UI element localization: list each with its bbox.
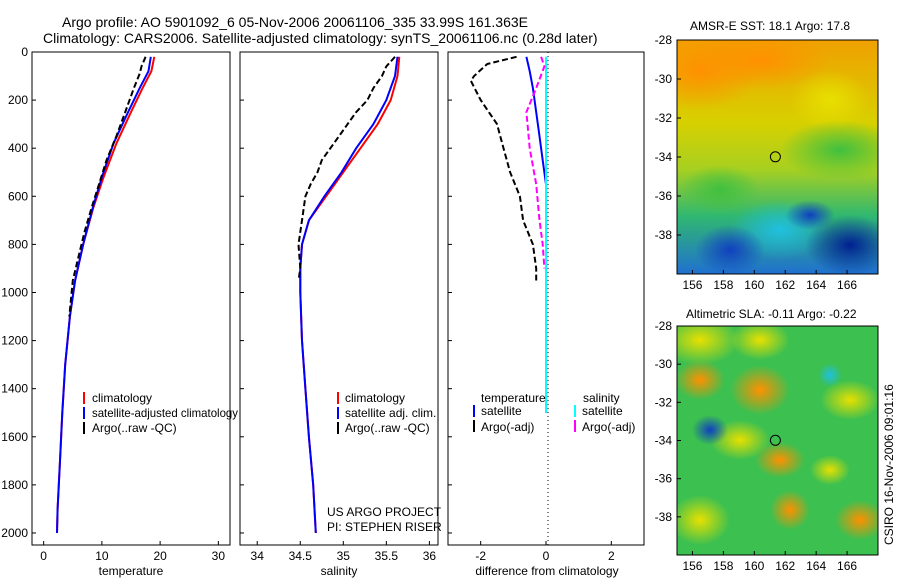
series-line-climatology <box>56 56 156 534</box>
legend-label-climatology: climatology <box>345 391 405 405</box>
series-line-argo-raw-qc- <box>68 56 147 317</box>
series-line-salinity-argo-adj- <box>525 56 546 269</box>
map-x-tick-label: 160 <box>744 278 764 292</box>
map-x-tick-label: 156 <box>682 559 702 573</box>
map-y-tick-label: -30 <box>655 72 673 86</box>
temperature-series <box>56 56 156 534</box>
project-label: US ARGO PROJECT <box>327 505 442 519</box>
temperature-legend: climatology satellite-adjusted climatolo… <box>83 391 238 435</box>
legend-label-climatology: climatology <box>92 391 152 405</box>
sst-profile-marker <box>769 151 781 163</box>
map-x-tick-label: 158 <box>713 278 733 292</box>
legend-header-salinity: salinity <box>583 391 620 405</box>
sst-map-axes: 156 158 160 162 164 166 -28 -30 -32 -34 -36 -38 <box>655 33 858 292</box>
legend-label-satellite: satellite-adjusted climatology <box>92 406 238 420</box>
temperature-panel <box>31 51 231 546</box>
salinity-series <box>297 56 401 534</box>
difference-xlabel: difference from climatology <box>475 564 618 578</box>
salinity-xlabel: salinity <box>321 564 358 578</box>
map-y-tick-label: -34 <box>655 150 673 164</box>
depth-tick-label: 800 <box>8 237 28 251</box>
series-line-temperature-argo-adj- <box>469 55 538 281</box>
series-line-climatology <box>299 56 401 534</box>
map-y-tick-label: -38 <box>655 228 673 242</box>
depth-tick-label: 1400 <box>1 382 28 396</box>
salinity-legend: climatology satellite adj. clim. Argo(..… <box>337 391 436 435</box>
x-tick-label: 30 <box>212 549 226 563</box>
series-line-satellite-adjusted-climatology <box>56 56 152 534</box>
map-x-tick-label: 162 <box>775 559 795 573</box>
x-tick-label: 34.5 <box>289 549 313 563</box>
map-x-tick-label: 162 <box>775 278 795 292</box>
x-tick-label: 0 <box>40 549 47 563</box>
figure-title-line2: Climatology: CARS2006. Satellite-adjuste… <box>43 30 598 46</box>
difference-legend: temperature salinity satellite Argo(-adj… <box>473 391 635 434</box>
x-tick-label: 10 <box>95 549 109 563</box>
sla-heatmap <box>677 326 878 555</box>
legend-label-temp-satellite: satellite <box>481 404 522 418</box>
pi-label: PI: STEPHEN RISER <box>327 520 442 534</box>
legend-label-satellite: satellite adj. clim. <box>345 406 436 420</box>
map-x-tick-label: 164 <box>806 559 826 573</box>
x-tick-label: -2 <box>475 549 486 563</box>
salinity-axes: 34 34.5 35 35.5 36 <box>240 51 437 563</box>
map-y-tick-label: -32 <box>655 395 673 409</box>
map-y-tick-label: -38 <box>655 510 673 524</box>
depth-tick-label: 400 <box>8 141 28 155</box>
depth-tick-label: 1000 <box>1 285 28 299</box>
sla-map-axes: 156 158 160 162 164 166 -28 -30 -32 -34 -36 -38 <box>655 319 858 573</box>
map-y-tick-label: -36 <box>655 189 673 203</box>
map-x-tick-label: 166 <box>837 278 857 292</box>
x-tick-label: 20 <box>153 549 167 563</box>
difference-series <box>469 55 547 413</box>
map-x-tick-label: 156 <box>682 278 702 292</box>
map-x-tick-label: 164 <box>806 278 826 292</box>
map-y-tick-label: -28 <box>655 33 673 47</box>
map-y-tick-label: -30 <box>655 357 673 371</box>
depth-tick-label: 1600 <box>1 430 28 444</box>
series-line-argo-raw-qc- <box>297 56 396 281</box>
timestamp-stamp: CSIRO 16-Nov-2006 09:01:16 <box>882 384 896 545</box>
map-y-tick-label: -36 <box>655 472 673 486</box>
x-tick-label: 35 <box>337 549 351 563</box>
x-tick-label: 35.5 <box>375 549 399 563</box>
depth-tick-label: 600 <box>8 189 28 203</box>
depth-tick-label: 0 <box>21 45 28 59</box>
legend-label-sal-argo: Argo(-adj) <box>582 420 635 434</box>
x-tick-label: 36 <box>423 549 437 563</box>
depth-tick-labels: 0 200 400 600 800 1000 1200 1400 1600 1800 2000 <box>1 45 28 540</box>
sla-map-title: Altimetric SLA: -0.11 Argo: -0.22 <box>686 307 857 321</box>
legend-label-argo: Argo(..raw -QC) <box>345 421 430 435</box>
x-tick-label: 0 <box>543 549 550 563</box>
legend-label-argo: Argo(..raw -QC) <box>92 421 177 435</box>
temperature-axes: 0 10 20 30 <box>32 51 226 563</box>
sst-map-title: AMSR-E SST: 18.1 Argo: 17.8 <box>690 19 850 33</box>
legend-header-temperature: temperature <box>481 391 546 405</box>
difference-axes: -2 0 2 <box>448 51 615 563</box>
map-y-tick-label: -28 <box>655 319 673 333</box>
map-x-tick-label: 166 <box>837 559 857 573</box>
x-tick-label: 2 <box>608 549 615 563</box>
sst-heatmap <box>677 40 878 274</box>
depth-tick-label: 1200 <box>1 334 28 348</box>
map-x-tick-label: 158 <box>713 559 733 573</box>
x-tick-label: 34 <box>251 549 265 563</box>
legend-label-temp-argo: Argo(-adj) <box>481 420 534 434</box>
temperature-xlabel: temperature <box>99 564 164 578</box>
depth-tick-label: 1800 <box>1 478 28 492</box>
figure-title-line1: Argo profile: AO 5901092_6 05-Nov-2006 2… <box>62 14 528 30</box>
map-x-tick-label: 160 <box>744 559 764 573</box>
map-y-tick-label: -34 <box>655 434 673 448</box>
depth-tick-label: 200 <box>8 93 28 107</box>
salinity-panel <box>239 51 439 546</box>
series-line-satellite-adj-clim- <box>299 56 399 534</box>
sla-profile-marker <box>769 434 781 446</box>
legend-label-sal-satellite: satellite <box>582 404 623 418</box>
depth-tick-label: 2000 <box>1 526 28 540</box>
map-y-tick-label: -32 <box>655 111 673 125</box>
